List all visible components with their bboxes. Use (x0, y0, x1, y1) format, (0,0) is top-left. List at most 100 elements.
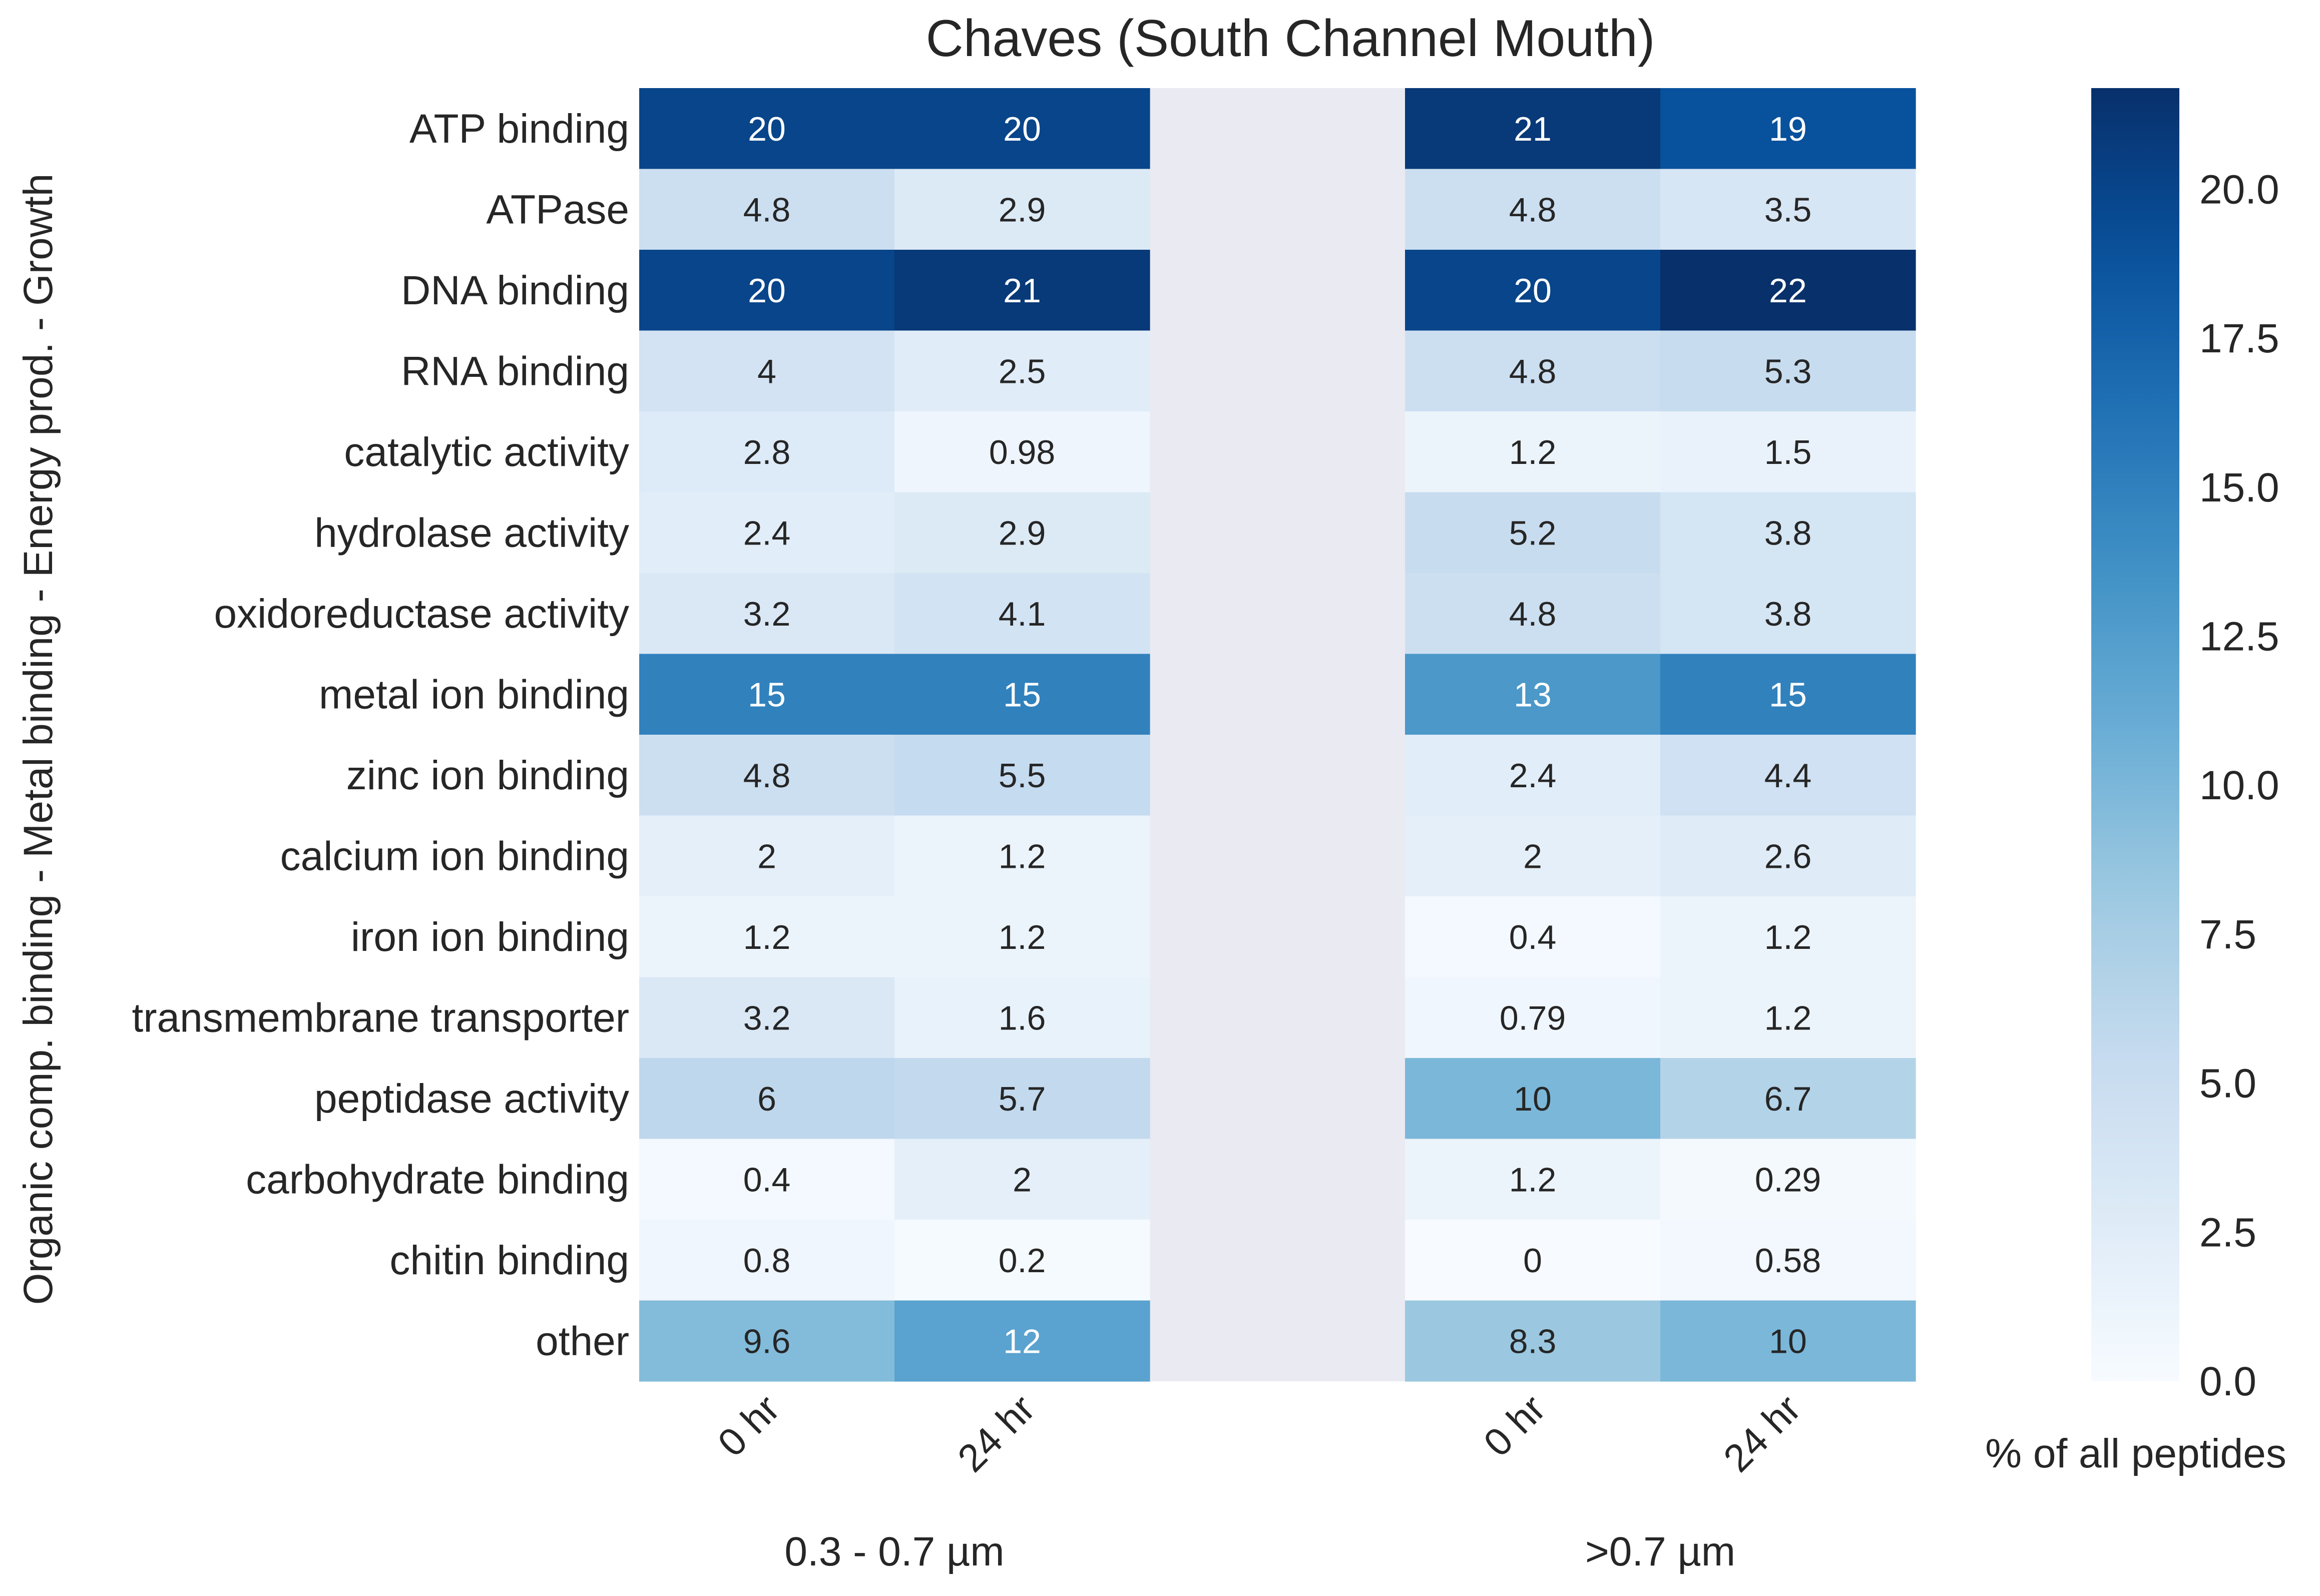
cell-value-label: 1.5 (1764, 433, 1812, 471)
cell-value-label: 10 (1769, 1322, 1807, 1360)
heatmap-cell (894, 1300, 1150, 1382)
heatmap-cell (639, 411, 895, 493)
heatmap-cell (1660, 815, 1916, 897)
heatmap-cell (1660, 169, 1916, 250)
cell-value-label: 3.2 (743, 595, 791, 633)
heatmap-cell (639, 815, 895, 897)
heatmap-cell (1405, 735, 1661, 816)
cell-value-label: 15 (1769, 676, 1807, 714)
heatmap-cell (894, 250, 1150, 331)
heatmap-cell (639, 573, 895, 655)
colorbar-tick-label: 7.5 (2199, 912, 2256, 957)
colorbar-label: % of all peptides (1985, 1431, 2286, 1476)
heatmap-cell (1405, 169, 1661, 250)
cell-value-label: 20 (748, 272, 786, 310)
heatmap-cell (1660, 735, 1916, 816)
cell-value-label: 20 (1514, 272, 1552, 310)
row-label: RNA binding (401, 348, 629, 394)
heatmap-cell (639, 492, 895, 574)
x-tick-label: 24 hr (949, 1386, 1043, 1480)
heatmap-cell (1405, 1300, 1661, 1382)
group-label: 0.3 - 0.7 µm (784, 1529, 1004, 1574)
chart-title: Chaves (South Channel Mouth) (926, 10, 1655, 68)
heatmap-cells: 204.82042.82.43.2154.821.23.260.40.89.62… (639, 88, 1916, 1382)
heatmap-cell (894, 492, 1150, 574)
x-tick-labels: 0 hr 24 hr 0 hr 24 hr (709, 1386, 1809, 1480)
heatmap-cell (1405, 1220, 1661, 1301)
colorbar: 0.0 2.5 5.0 7.5 10.0 12.5 15.0 17.5 20.0 % of all… (1985, 88, 2286, 1476)
group-gap (1150, 88, 1405, 1381)
heatmap-cell (1405, 977, 1661, 1058)
cell-value-label: 4.8 (743, 757, 791, 795)
cell-value-label: 0.2 (999, 1242, 1046, 1280)
cell-value-label: 4.8 (1509, 595, 1557, 633)
heatmap-cell (1405, 88, 1661, 170)
heatmap-cell (639, 977, 895, 1058)
y-axis-label-group: Organic comp. binding - Metal binding - … (16, 174, 61, 1305)
heatmap-cell (639, 88, 895, 170)
heatmap-cell (639, 169, 895, 250)
cell-value-label: 0 (1523, 1242, 1542, 1280)
cell-value-label: 5.7 (999, 1080, 1046, 1118)
cell-value-label: 1.2 (743, 918, 791, 956)
heatmap-cell (639, 250, 895, 331)
heatmap-cell (1660, 1220, 1916, 1301)
row-label: iron ion binding (351, 914, 629, 960)
heatmap-cell (639, 1058, 895, 1140)
heatmap-cell (1660, 1139, 1916, 1220)
heatmap-cell (639, 330, 895, 412)
cell-value-label: 8.3 (1509, 1322, 1557, 1360)
row-label: transmembrane transporter (132, 995, 629, 1040)
colorbar-tick-label: 15.0 (2199, 465, 2279, 510)
heatmap-cell (894, 1139, 1150, 1220)
heatmap-cell (1405, 654, 1661, 735)
heatmap-cell (1660, 573, 1916, 655)
heatmap-cell (894, 977, 1150, 1058)
heatmap-cell (1405, 815, 1661, 897)
cell-value-label: 2.4 (743, 514, 791, 552)
row-label: calcium ion binding (280, 833, 629, 879)
x-tick-label: 0 hr (1475, 1386, 1554, 1465)
cell-value-label: 22 (1769, 272, 1807, 310)
cell-value-label: 2 (1523, 837, 1542, 875)
cell-value-label: 20 (748, 110, 786, 148)
cell-value-label: 4.8 (1509, 352, 1557, 390)
cell-value-label: 3.2 (743, 999, 791, 1037)
cell-value-label: 13 (1514, 676, 1552, 714)
heatmap-cell (1660, 1300, 1916, 1382)
x-tick-label: 24 hr (1715, 1386, 1809, 1480)
heatmap-cell (639, 735, 895, 816)
cell-value-label: 6 (757, 1080, 776, 1118)
x-tick-label: 0 hr (709, 1386, 788, 1465)
cell-value-label: 2.4 (1509, 757, 1557, 795)
cell-value-label: 1.2 (1764, 999, 1812, 1037)
cell-value-label: 1.2 (999, 918, 1046, 956)
cell-value-label: 5.2 (1509, 514, 1557, 552)
cell-value-label: 10 (1514, 1080, 1552, 1118)
heatmap-cell (894, 88, 1150, 170)
cell-value-label: 1.2 (1509, 433, 1557, 471)
heatmap-cell (894, 1220, 1150, 1301)
heatmap-cell (1660, 411, 1916, 493)
cell-value-label: 3.8 (1764, 514, 1812, 552)
colorbar-tick-label: 17.5 (2199, 316, 2279, 361)
colorbar-tick-label: 20.0 (2199, 167, 2279, 212)
heatmap-cell (1405, 1058, 1661, 1140)
cell-value-label: 1.2 (1509, 1161, 1557, 1199)
colorbar-tick-label: 12.5 (2199, 614, 2279, 660)
heatmap-cell (1405, 573, 1661, 655)
cell-value-label: 4.4 (1764, 757, 1812, 795)
colorbar-tick-label: 0.0 (2199, 1359, 2256, 1404)
cell-value-label: 15 (748, 676, 786, 714)
heatmap-cell (1405, 896, 1661, 978)
cell-value-label: 1.2 (1764, 918, 1812, 956)
heatmap-cell (1660, 250, 1916, 331)
cell-value-label: 4.1 (999, 595, 1046, 633)
cell-value-label: 21 (1514, 110, 1552, 148)
cell-value-label: 0.58 (1755, 1242, 1821, 1280)
cell-value-label: 12 (1003, 1322, 1041, 1360)
cell-value-label: 0.79 (1500, 999, 1566, 1037)
heatmap-cell (894, 896, 1150, 978)
heatmap-cell (639, 1139, 895, 1220)
heatmap-cell (1405, 492, 1661, 574)
